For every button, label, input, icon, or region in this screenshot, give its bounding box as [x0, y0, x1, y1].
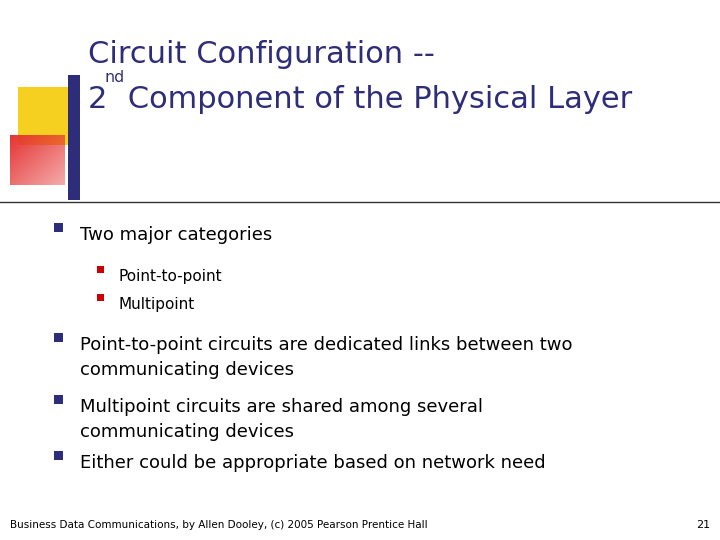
Text: Either could be appropriate based on network need: Either could be appropriate based on net… [80, 454, 546, 472]
Bar [97, 294, 104, 301]
Text: 2: 2 [88, 85, 107, 114]
Bar [97, 266, 104, 273]
Text: nd: nd [104, 70, 125, 85]
Bar [54, 333, 63, 342]
Text: Point-to-point: Point-to-point [118, 269, 222, 284]
Bar [54, 395, 63, 404]
Text: Business Data Communications, by Allen Dooley, (c) 2005 Pearson Prentice Hall: Business Data Communications, by Allen D… [10, 520, 428, 530]
Text: Point-to-point circuits are dedicated links between two
communicating devices: Point-to-point circuits are dedicated li… [80, 336, 572, 379]
Text: Circuit Configuration --: Circuit Configuration -- [88, 40, 435, 69]
Text: 21: 21 [696, 520, 710, 530]
Bar [54, 223, 63, 232]
Bar [68, 75, 80, 200]
Text: Multipoint circuits are shared among several
communicating devices: Multipoint circuits are shared among sev… [80, 398, 483, 441]
Bar [18, 87, 76, 145]
Bar [54, 451, 63, 460]
Text: Component of the Physical Layer: Component of the Physical Layer [118, 85, 632, 114]
Text: Multipoint: Multipoint [118, 297, 194, 312]
Text: Two major categories: Two major categories [80, 226, 272, 244]
